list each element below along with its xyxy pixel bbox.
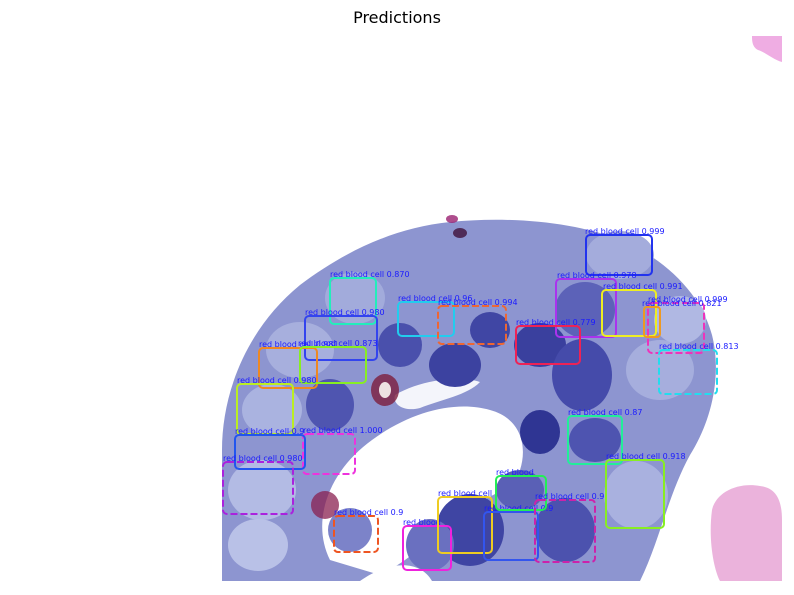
detection-label: red blood cell [438, 489, 492, 498]
detection-8: red blood cell 0.980 [304, 308, 385, 361]
detection-box [647, 302, 705, 354]
detection-label: red blood cell 0.980 [223, 454, 303, 463]
detection-10: red blood cell 0.813 [658, 342, 739, 395]
detection-box [329, 277, 377, 325]
detection-label: red blood cell 0.980 [305, 308, 385, 317]
detection-box [304, 315, 378, 361]
detection-box [483, 511, 539, 561]
detection-layer: red blood cell 0.999 red blood cell 0.87… [222, 227, 739, 571]
detection-21: red blood cell [437, 489, 493, 554]
detection-box [643, 306, 661, 338]
detection-box [397, 301, 455, 337]
detection-box [299, 346, 367, 384]
detection-box [658, 349, 718, 395]
detection-9: red blood cell 0.779 [515, 318, 596, 365]
detection-label: red blood cell 0.813 [659, 342, 739, 351]
detection-label: red blood [496, 468, 534, 477]
detection-box [605, 459, 665, 529]
detection-box [437, 305, 507, 345]
detection-label: red blood cell 0.994 [438, 298, 518, 307]
detection-box [222, 461, 294, 515]
detection-22: red blood cell 0.9 [483, 504, 553, 561]
detection-label: red blood cell 0.9 [484, 504, 553, 513]
detection-label: red blood cell 0.9 [334, 508, 403, 517]
parasite-spot [311, 491, 339, 519]
stain-blob-top-right [752, 36, 782, 62]
detection-box [437, 496, 493, 554]
detection-11: red blood cell 0.981 [258, 340, 339, 389]
crescent-gap [322, 406, 523, 575]
detection-23: red blood [495, 468, 547, 511]
detection-box [402, 525, 452, 571]
detection-16: red blood cell 0.9 [234, 427, 306, 470]
detection-5: red blood cell 0.821 [642, 299, 722, 338]
detection-box [534, 499, 596, 563]
detection-label: red blood cell 0.9 [535, 492, 604, 501]
detection-17: red blood cell 0.918 [605, 452, 686, 529]
stain-blob-bottom-right [710, 485, 782, 581]
detection-box [601, 289, 657, 337]
detection-label: red blood cell 0.9 [235, 427, 304, 436]
detection-14: red blood cell 0.87 [567, 408, 643, 465]
detection-box [234, 434, 306, 470]
detection-3: red blood cell 0.991 [601, 282, 683, 337]
detection-2: red blood cell 0.978 [555, 271, 637, 338]
detection-label: red blood cell 0.978 [557, 271, 637, 280]
detection-18: red blood cell 0.980 [222, 454, 303, 515]
detection-label: red blood cell 0.873 [298, 339, 378, 348]
detection-1: red blood cell 0.870 [329, 270, 410, 325]
detection-label: red blood [403, 518, 441, 527]
detection-box [567, 415, 623, 465]
figure-title: Predictions [353, 8, 441, 27]
detection-label: red blood cell 0.87 [568, 408, 643, 417]
detection-label: red blood cell 1.000 [303, 426, 383, 435]
detection-label: red blood cell 0.96 [398, 294, 473, 303]
detection-0: red blood cell 0.999 [585, 227, 665, 276]
detection-label: red blood cell 0.779 [516, 318, 596, 327]
detection-label: red blood cell 0.999 [585, 227, 665, 236]
detection-label: red blood cell 0.999 [648, 295, 728, 304]
detection-24: red blood cell 0.9 [534, 492, 604, 563]
detection-12: red blood cell 0.873 [298, 339, 378, 384]
detection-15: red blood cell 1.000 [302, 426, 383, 475]
detection-4: red blood cell 0.999 [647, 295, 728, 354]
detection-box [302, 433, 356, 475]
detection-19: red blood cell 0.9 [333, 508, 403, 553]
detection-box [495, 475, 547, 511]
detection-box [585, 234, 653, 276]
detection-label: red blood cell 0.991 [603, 282, 683, 291]
detection-box [515, 325, 581, 365]
detection-box [333, 515, 379, 553]
detection-box [258, 347, 318, 389]
cell-cluster [222, 215, 716, 581]
detection-6: red blood cell 0.96 [397, 294, 473, 337]
detection-20: red blood [402, 518, 452, 571]
detection-label: red blood cell 0.821 [642, 299, 722, 308]
detection-label: red blood cell 0.918 [606, 452, 686, 461]
detection-7: red blood cell 0.994 [437, 298, 518, 345]
detection-label: red blood cell 0.870 [330, 270, 410, 279]
detection-label: red blood cell 0.980 [237, 376, 317, 385]
detection-label: red blood cell 0.981 [259, 340, 339, 349]
detection-box [555, 278, 617, 338]
